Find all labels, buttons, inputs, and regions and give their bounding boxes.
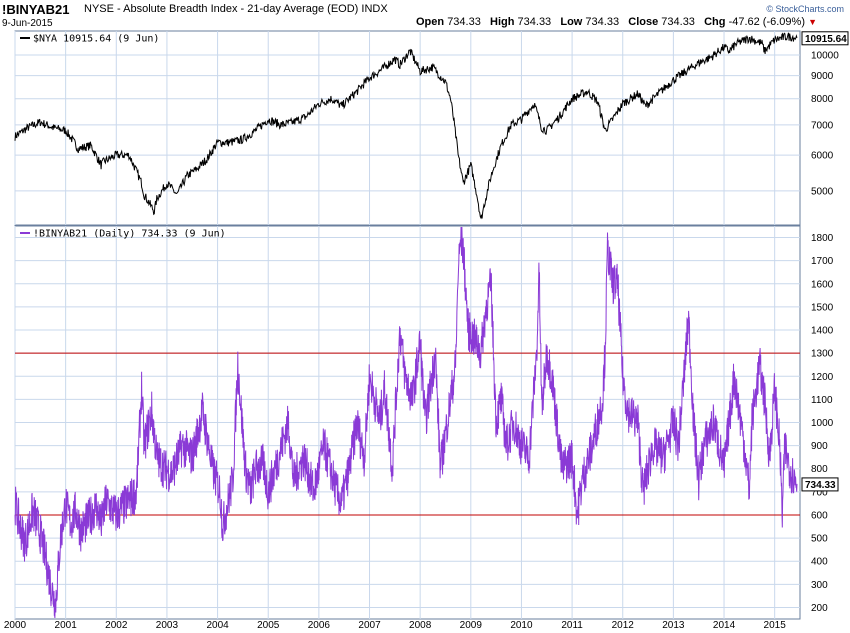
y-tick-label: 700 — [811, 487, 828, 498]
x-tick-label: 2009 — [460, 620, 483, 631]
open-value: 734.33 — [447, 16, 481, 28]
y-tick-label: 900 — [811, 441, 828, 452]
last-value-box — [801, 31, 849, 46]
x-tick-label: 2011 — [561, 620, 583, 631]
y-tick-label: 400 — [811, 557, 828, 568]
x-tick-label: 2014 — [713, 620, 736, 631]
breadth-series-line — [14, 226, 798, 619]
y-tick-label: 600 — [811, 510, 828, 521]
chg-value: -47.62 (-6.09%) — [728, 16, 805, 28]
price-legend: $NYA 10915.64 (9 Jun) — [20, 34, 159, 45]
high-label: High — [490, 16, 515, 28]
y-tick-label: 1800 — [811, 233, 834, 244]
last-value-text: 734.33 — [805, 480, 836, 491]
y-tick-label: 5000 — [811, 186, 834, 197]
nya-series-line — [14, 32, 798, 220]
x-tick-label: 2002 — [105, 620, 128, 631]
y-tick-label: 6000 — [811, 151, 834, 162]
x-tick-label: 2005 — [257, 620, 280, 631]
legend-label: !BINYAB21 (Daily) 734.33 (9 Jun) — [33, 229, 226, 240]
y-tick-label: 9000 — [811, 71, 834, 82]
y-tick-label: 1300 — [811, 349, 834, 360]
chart-description: NYSE - Absolute Breadth Index - 21-day A… — [84, 3, 388, 15]
y-tick-label: 1200 — [811, 372, 834, 383]
chart-date: 9-Jun-2015 — [2, 18, 53, 29]
x-tick-label: 2000 — [4, 620, 27, 631]
y-tick-label: 1500 — [811, 302, 834, 313]
x-tick-label: 2013 — [662, 620, 685, 631]
breadth-legend: !BINYAB21 (Daily) 734.33 (9 Jun) — [20, 229, 226, 240]
breadth-last-value-tag: 734.33 — [801, 477, 839, 492]
close-label: Close — [628, 16, 659, 28]
y-tick-label: 1100 — [811, 395, 833, 406]
price-y-axis: 5000 6000 7000 8000 9000 10000 — [15, 50, 839, 197]
y-tick-label: 1700 — [811, 256, 834, 267]
y-tick-label: 200 — [811, 603, 828, 614]
y-tick-label: 800 — [811, 464, 828, 475]
last-value-box — [801, 477, 839, 492]
price-last-value-tag: 10915.64 — [801, 31, 849, 46]
y-tick-label: 10000 — [811, 50, 839, 61]
down-triangle-icon: ▼ — [808, 17, 817, 27]
low-label: Low — [560, 16, 583, 28]
last-value-text: 10915.64 — [805, 34, 847, 45]
quote-line: Open 734.33 High 734.33 Low 734.33 Close… — [416, 16, 817, 28]
high-value: 734.33 — [517, 16, 552, 28]
close-value: 734.33 — [661, 16, 695, 28]
x-tick-label: 2008 — [409, 620, 432, 631]
x-tick-label: 2003 — [156, 620, 179, 631]
x-tick-label: 2004 — [206, 620, 229, 631]
low-value: 734.33 — [585, 16, 620, 28]
x-tick-label: 2010 — [510, 620, 533, 631]
symbol-title: !BINYAB21 — [2, 2, 70, 17]
y-tick-label: 300 — [811, 580, 828, 591]
open-label: Open — [416, 16, 445, 28]
brand-logo: © StockCharts.com — [766, 4, 844, 14]
y-tick-label: 8000 — [811, 94, 834, 105]
price-panel — [14, 30, 801, 226]
x-tick-label: 2006 — [308, 620, 331, 631]
y-tick-label: 1000 — [811, 418, 834, 429]
y-tick-label: 500 — [811, 534, 828, 545]
x-tick-label: 2012 — [612, 620, 635, 631]
chart-header: !BINYAB21 NYSE - Absolute Breadth Index … — [0, 0, 850, 30]
y-tick-label: 1600 — [811, 279, 834, 290]
legend-label: $NYA 10915.64 (9 Jun) — [33, 34, 159, 45]
y-tick-label: 7000 — [811, 120, 834, 131]
chg-label: Chg — [704, 16, 726, 28]
x-tick-label: 2015 — [764, 620, 787, 631]
x-tick-label: 2001 — [55, 620, 78, 631]
x-tick-label: 2007 — [358, 620, 381, 631]
y-tick-label: 1400 — [811, 326, 834, 337]
